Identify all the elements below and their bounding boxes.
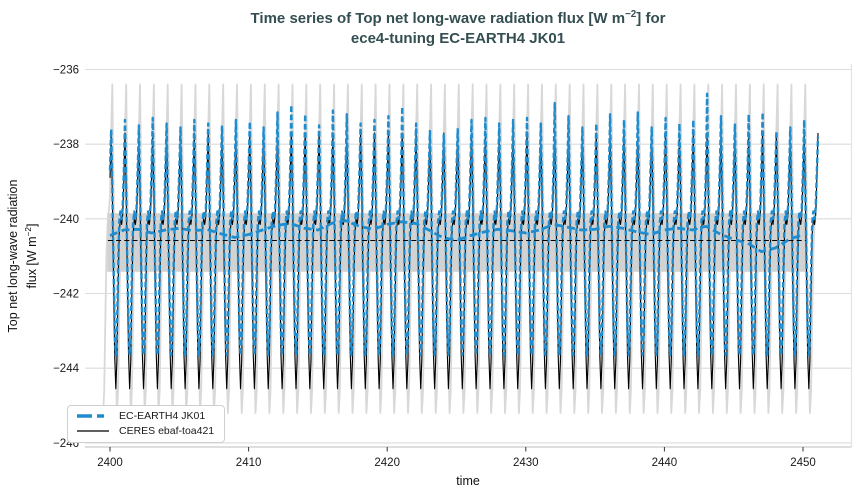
y-tick-label: −240 bbox=[53, 214, 79, 226]
y-axis-label-line2: flux [W m−2] bbox=[24, 223, 40, 289]
model-running-mean-line bbox=[109, 219, 804, 254]
reference-line-sample bbox=[77, 430, 109, 432]
x-axis-label: time bbox=[456, 474, 480, 488]
chart-title: Time series of Top net long-wave radiati… bbox=[75, 5, 841, 49]
x-tick-label: 2420 bbox=[374, 457, 400, 469]
chart-title-line2: ece4-tuning EC-EARTH4 JK01 bbox=[350, 30, 566, 47]
legend: EC-EARTH4 JK01 CERES ebaf-toa421 bbox=[67, 405, 226, 443]
x-tick-label: 2400 bbox=[97, 457, 123, 469]
y-tick-label: −242 bbox=[53, 289, 79, 301]
chart-title-line1: Time series of Top net long-wave radiati… bbox=[250, 9, 666, 27]
x-tick-label: 2410 bbox=[236, 457, 262, 469]
x-tick-label: 2430 bbox=[513, 457, 539, 469]
model-dashed-line-sample bbox=[77, 414, 109, 418]
legend-item-model: EC-EARTH4 JK01 bbox=[76, 409, 214, 423]
y-axis-label-line1: Top net long-wave radiation bbox=[6, 179, 20, 333]
legend-label-model: EC-EARTH4 JK01 bbox=[119, 410, 206, 422]
legend-item-reference: CERES ebaf-toa421 bbox=[76, 424, 214, 438]
y-tick-label: −236 bbox=[53, 65, 79, 77]
x-tick-label: 2450 bbox=[790, 457, 816, 469]
y-axis-label: Top net long-wave radiation flux [W m−2] bbox=[5, 126, 39, 386]
y-tick-label: −238 bbox=[53, 139, 79, 151]
y-tick-label: −244 bbox=[53, 363, 80, 375]
legend-label-reference: CERES ebaf-toa421 bbox=[119, 425, 215, 437]
model-series-line bbox=[108, 92, 820, 357]
x-tick-label: 2440 bbox=[652, 457, 678, 469]
